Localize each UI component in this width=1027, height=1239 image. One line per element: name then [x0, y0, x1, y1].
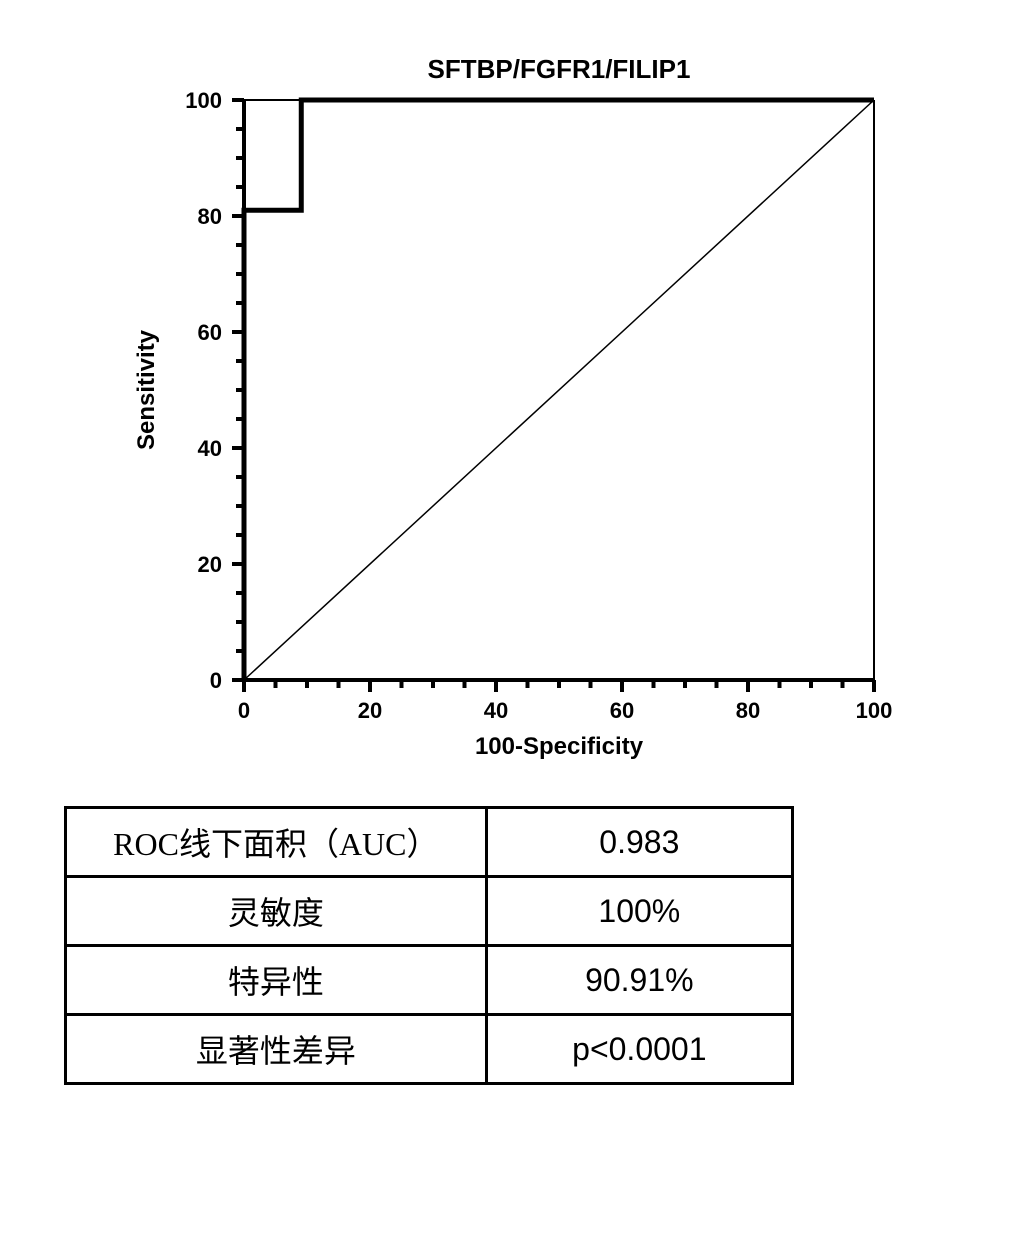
x-tick-label: 60	[609, 698, 633, 723]
roc-svg: SFTBP/FGFR1/FILIP1 0 20 40 60 80 100 0 20 40 60 80 1…	[124, 40, 904, 770]
x-tick-label: 100	[855, 698, 892, 723]
stats-label: 显著性差异	[65, 1015, 487, 1084]
y-tick-label: 20	[197, 552, 221, 577]
stats-label: 特异性	[65, 946, 487, 1015]
x-tick-label: 0	[237, 698, 249, 723]
y-tick-label: 100	[185, 88, 222, 113]
x-tick-label: 40	[483, 698, 507, 723]
y-tick-label: 60	[197, 320, 221, 345]
y-tick-label: 0	[209, 668, 221, 693]
stats-row: 灵敏度100%	[65, 877, 792, 946]
stats-label: 灵敏度	[65, 877, 487, 946]
y-tick-label: 40	[197, 436, 221, 461]
stats-table: ROC线下面积（AUC）0.983灵敏度100%特异性90.91%显著性差异p<…	[64, 806, 794, 1085]
stats-row: ROC线下面积（AUC）0.983	[65, 808, 792, 877]
stats-value: 0.983	[487, 808, 792, 877]
stats-label: ROC线下面积（AUC）	[65, 808, 487, 877]
x-tick-label: 20	[357, 698, 381, 723]
stats-row: 特异性90.91%	[65, 946, 792, 1015]
roc-chart: SFTBP/FGFR1/FILIP1 0 20 40 60 80 100 0 20 40 60 80 1…	[64, 40, 964, 770]
stats-value: 90.91%	[487, 946, 792, 1015]
y-axis-label: Sensitivity	[133, 329, 160, 450]
x-axis-label: 100-Specificity	[474, 733, 643, 760]
stats-value: 100%	[487, 877, 792, 946]
diagonal-line	[244, 100, 874, 680]
y-tick-label: 80	[197, 204, 221, 229]
chart-title: SFTBP/FGFR1/FILIP1	[427, 54, 690, 84]
stats-value: p<0.0001	[487, 1015, 792, 1084]
stats-row: 显著性差异p<0.0001	[65, 1015, 792, 1084]
x-tick-label: 80	[735, 698, 759, 723]
